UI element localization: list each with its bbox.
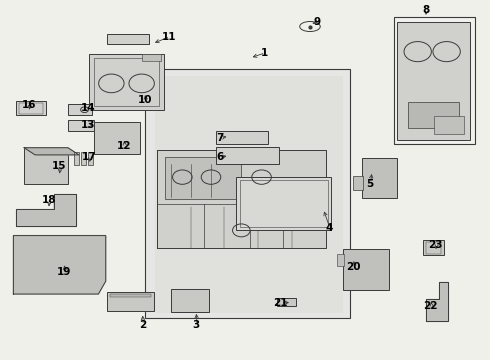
Text: 6: 6 — [216, 152, 223, 162]
Bar — [337, 254, 343, 266]
Bar — [397, 22, 470, 140]
Text: 16: 16 — [22, 100, 36, 110]
Text: 14: 14 — [80, 103, 95, 113]
Bar — [408, 102, 459, 128]
Polygon shape — [426, 282, 448, 320]
Bar — [216, 131, 269, 144]
Bar — [142, 54, 161, 61]
Bar — [74, 152, 79, 165]
Bar — [107, 35, 149, 44]
Polygon shape — [16, 194, 76, 226]
Bar — [157, 149, 326, 248]
Text: 3: 3 — [193, 320, 200, 330]
Text: 17: 17 — [82, 152, 97, 162]
Text: 4: 4 — [325, 224, 333, 233]
Text: 18: 18 — [41, 195, 56, 206]
Text: 12: 12 — [117, 141, 131, 151]
Bar — [88, 152, 93, 165]
Bar — [171, 289, 209, 312]
Text: 11: 11 — [162, 32, 176, 41]
Bar — [362, 158, 397, 198]
Bar — [426, 242, 441, 253]
Bar — [89, 54, 164, 110]
Bar — [81, 152, 86, 165]
Bar — [19, 103, 43, 114]
Text: 7: 7 — [216, 133, 223, 143]
Text: 15: 15 — [52, 161, 67, 171]
Bar — [68, 120, 94, 131]
Bar — [94, 58, 159, 107]
Polygon shape — [24, 148, 79, 155]
Bar — [107, 292, 154, 311]
Text: 9: 9 — [314, 17, 321, 27]
Bar — [94, 122, 140, 154]
Polygon shape — [13, 235, 106, 294]
Bar — [423, 240, 444, 255]
Bar — [216, 147, 279, 164]
Text: 8: 8 — [422, 5, 429, 15]
Text: 21: 21 — [273, 298, 288, 308]
Bar — [353, 176, 363, 190]
Text: 22: 22 — [423, 301, 438, 311]
Bar — [434, 116, 464, 134]
Bar — [343, 249, 389, 291]
Text: 13: 13 — [80, 120, 95, 130]
Bar — [24, 148, 68, 184]
Bar — [155, 76, 343, 313]
Text: 19: 19 — [57, 267, 72, 277]
Text: 10: 10 — [138, 95, 152, 105]
Bar — [277, 298, 296, 306]
Bar — [110, 294, 151, 297]
Bar — [394, 17, 475, 144]
Text: 20: 20 — [346, 262, 361, 272]
Bar — [16, 101, 46, 116]
Bar — [145, 69, 350, 318]
Text: 5: 5 — [366, 179, 373, 189]
Text: 2: 2 — [139, 320, 146, 330]
Text: 23: 23 — [428, 240, 443, 250]
Bar — [166, 157, 242, 199]
Bar — [68, 104, 92, 116]
Bar — [240, 180, 328, 227]
Text: 1: 1 — [261, 48, 268, 58]
Bar — [236, 177, 331, 230]
